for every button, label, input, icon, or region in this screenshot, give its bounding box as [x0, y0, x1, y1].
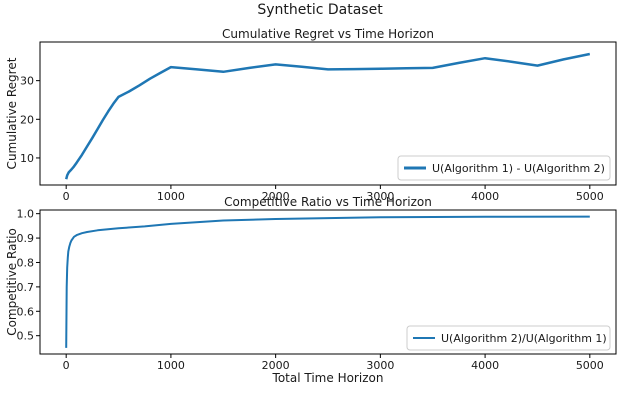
- x-tick-label: 2000: [262, 190, 290, 203]
- x-tick-label: 0: [63, 359, 70, 372]
- y-tick-label: 0.7: [17, 281, 35, 294]
- x-tick-label: 4000: [471, 190, 499, 203]
- x-tick-label: 5000: [576, 190, 604, 203]
- chart-competitive-ratio: Competitive Ratio vs Time Horizon 0 1000 20…: [5, 195, 617, 385]
- x-tick-label: 1000: [157, 190, 185, 203]
- y-tick-label: 10: [20, 152, 34, 165]
- legend-box: [397, 155, 611, 181]
- chart-title: Cumulative Regret vs Time Horizon: [222, 27, 434, 41]
- plot-frame: [39, 41, 617, 186]
- y-tick-label: 20: [20, 113, 34, 126]
- series-line: [64, 52, 591, 180]
- figure-title: Synthetic Dataset: [257, 2, 383, 18]
- x-tick-label: 3000: [366, 359, 394, 372]
- y-tick-label: 0.5: [17, 330, 35, 343]
- series-line: [65, 215, 590, 348]
- plot-frame: [39, 209, 617, 355]
- x-tick-label: 3000: [366, 190, 394, 203]
- y-tick-label: 0.6: [17, 305, 35, 318]
- y-tick-label: 0.9: [17, 232, 35, 245]
- legend: U(Algorithm 2)/U(Algorithm 1): [406, 325, 611, 351]
- y-tick-label: 30: [20, 75, 34, 88]
- y-axis-label: Cumulative Regret: [5, 57, 19, 169]
- legend-label: U(Algorithm 2)/U(Algorithm 1): [441, 332, 607, 345]
- x-axis-label: Total Time Horizon: [272, 371, 384, 385]
- x-tick-label: 0: [63, 190, 70, 203]
- y-tick-label: 0.8: [17, 256, 35, 269]
- chart-title: Competitive Ratio vs Time Horizon: [224, 195, 432, 209]
- y-tick-label: 1.0: [17, 208, 35, 221]
- legend: U(Algorithm 1) - U(Algorithm 2): [397, 155, 611, 181]
- legend-box: [406, 325, 611, 351]
- chart-cumulative-regret: Cumulative Regret vs Time Horizon 0 1000 20…: [5, 27, 617, 203]
- legend-label: U(Algorithm 1) - U(Algorithm 2): [432, 162, 605, 175]
- y-axis-label: Competitive Ratio: [5, 228, 19, 336]
- x-tick-label: 1000: [157, 359, 185, 372]
- x-tick-label: 4000: [471, 359, 499, 372]
- x-tick-label: 5000: [576, 359, 604, 372]
- x-tick-label: 2000: [262, 359, 290, 372]
